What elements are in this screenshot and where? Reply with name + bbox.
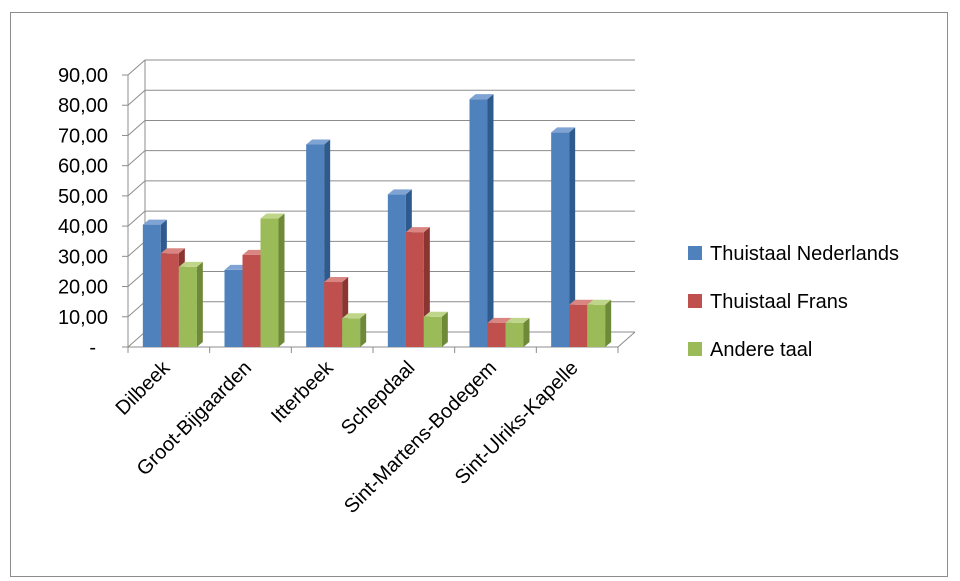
bar-andere-taal [342, 318, 361, 347]
bar-side [523, 317, 530, 347]
bar-andere-taal [587, 304, 606, 347]
side-gridline [127, 240, 146, 257]
y-tick-label: 70,00 [58, 125, 108, 147]
y-tick-label: 60,00 [58, 156, 108, 178]
side-gridline [127, 59, 146, 76]
bar-andere-taal [178, 266, 197, 347]
bar-top [160, 248, 185, 254]
bar-side [278, 213, 285, 347]
bar-top [469, 94, 494, 100]
side-gridline [127, 180, 146, 197]
bar-top [405, 227, 430, 233]
bar-top [342, 313, 367, 319]
side-gridline [127, 271, 146, 287]
bar-side [196, 261, 203, 347]
bar-side [569, 127, 576, 347]
bar-top [569, 299, 594, 305]
side-gridline [127, 89, 146, 106]
bar-top [178, 261, 203, 267]
bar-top [551, 127, 576, 133]
bar-side [605, 299, 612, 347]
y-tick-label: - [89, 337, 96, 359]
x-category-label: Dilbeek [112, 356, 175, 419]
side-gridline [127, 150, 146, 167]
bar-thuistaal-nederlands [306, 144, 325, 347]
side-gridline [127, 301, 146, 318]
y-tick-label: 90,00 [58, 65, 108, 87]
bar-andere-taal [423, 316, 442, 347]
y-tick-label: 30,00 [58, 246, 108, 268]
y-tick-label: 10,00 [58, 307, 108, 329]
bar-thuistaal-nederlands [469, 99, 488, 347]
bar-thuistaal-frans [569, 304, 588, 347]
bar-side [360, 313, 367, 347]
bar-top [306, 139, 331, 145]
floor-edge [617, 331, 636, 348]
x-category-label: Schepdaal [337, 357, 419, 439]
bar-top [505, 317, 530, 323]
side-gridline [127, 210, 146, 227]
bars [127, 94, 619, 353]
y-tick-label: 50,00 [58, 186, 108, 208]
bar-thuistaal-frans [487, 322, 506, 347]
y-axis: - 10,00 20,00 30,00 40,00 50,00 60,00 70,00 80,0… [58, 65, 128, 359]
bar-top [423, 311, 448, 317]
bar-thuistaal-frans [242, 254, 261, 347]
x-category-label: Sint-Martens-Bodegem [340, 357, 501, 518]
bar-top [387, 189, 412, 195]
bar-thuistaal-frans [160, 253, 179, 347]
bar-thuistaal-nederlands [387, 194, 406, 347]
legend-label: Andere taal [710, 339, 812, 361]
legend-swatch [688, 246, 702, 260]
x-category-label: Itterbeek [267, 356, 338, 427]
legend-label: Thuistaal Nederlands [710, 243, 899, 265]
bar-thuistaal-nederlands [142, 224, 161, 347]
legend: Thuistaal Nederlands Thuistaal Frans Ander… [688, 243, 899, 361]
bar-side [487, 94, 494, 347]
y-tick-label: 80,00 [58, 95, 108, 117]
bar-thuistaal-frans [324, 282, 343, 347]
bar-thuistaal-frans [405, 232, 424, 347]
y-tick-label: 20,00 [58, 277, 108, 299]
y-tick-label: 40,00 [58, 216, 108, 238]
bar-top [260, 213, 285, 219]
legend-swatch [688, 294, 702, 308]
legend-label: Thuistaal Frans [710, 291, 848, 313]
legend-swatch [688, 342, 702, 356]
bar-andere-taal [260, 218, 279, 347]
side-gridline [127, 120, 146, 136]
bar-top [324, 277, 349, 283]
bar-side [441, 311, 448, 347]
bar-thuistaal-nederlands [551, 132, 570, 347]
bar-andere-taal [505, 322, 524, 347]
bar-top [487, 317, 512, 323]
bar-top [142, 219, 167, 225]
bar-top [587, 299, 612, 305]
bar-thuistaal-nederlands [224, 269, 243, 347]
side-gridline [127, 331, 146, 348]
